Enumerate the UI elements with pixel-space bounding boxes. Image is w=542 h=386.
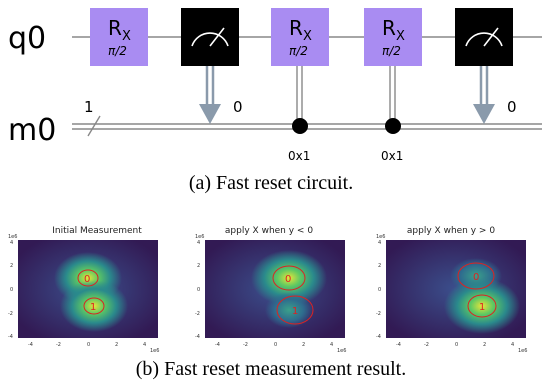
svg-text:1e6: 1e6 xyxy=(150,348,159,354)
measure-arrow-2 xyxy=(473,104,495,124)
svg-text:X: X xyxy=(303,29,312,44)
svg-text:1e6: 1e6 xyxy=(337,348,346,354)
rx-gate-2: R X π/2 xyxy=(271,8,329,66)
svg-text:2: 2 xyxy=(10,263,13,269)
circuit-diagram: 1 q0 m0 R X π/2 0 R X π/2 0x1 R X π/2 0x… xyxy=(8,8,542,163)
svg-text:-2: -2 xyxy=(8,311,13,317)
rx-gate-1: R X π/2 xyxy=(90,8,148,66)
panel-2: 0 1 1e6 1e6 4 2 0 -2 -4 -4 -2 0 2 4 xyxy=(195,234,346,354)
svg-text:2: 2 xyxy=(115,342,118,348)
svg-text:π/2: π/2 xyxy=(382,44,401,58)
svg-text:4: 4 xyxy=(143,342,146,348)
svg-text:4: 4 xyxy=(197,240,200,246)
svg-text:-4: -4 xyxy=(28,342,33,348)
svg-text:-2: -2 xyxy=(243,342,248,348)
svg-text:π/2: π/2 xyxy=(108,44,127,58)
svg-text:R: R xyxy=(382,16,396,40)
rx-gate-3: R X π/2 xyxy=(364,8,422,66)
condition-1: 0x1 xyxy=(288,149,310,163)
svg-text:0: 0 xyxy=(87,342,90,348)
control-dot-2 xyxy=(385,118,401,134)
svg-text:0: 0 xyxy=(10,287,13,293)
panel-2-title: apply X when y < 0 xyxy=(224,226,314,236)
measure-gate-1 xyxy=(181,8,239,66)
svg-text:4: 4 xyxy=(511,342,514,348)
svg-text:-4: -4 xyxy=(215,342,220,348)
svg-text:-4: -4 xyxy=(8,334,13,340)
panel-1-title: Initial Measurement xyxy=(52,226,142,236)
svg-text:2: 2 xyxy=(197,263,200,269)
svg-text:1e6: 1e6 xyxy=(8,234,17,240)
measure-bit-2: 0 xyxy=(507,98,517,116)
measure-gate-2 xyxy=(455,8,513,66)
condition-2: 0x1 xyxy=(381,149,403,163)
svg-text:-4: -4 xyxy=(396,342,401,348)
svg-text:X: X xyxy=(122,29,131,44)
bus-slash xyxy=(87,115,101,137)
svg-text:-4: -4 xyxy=(376,334,381,340)
svg-text:-2: -2 xyxy=(424,342,429,348)
svg-text:1e6: 1e6 xyxy=(195,234,204,240)
caption-b: (b) Fast reset measurement result. xyxy=(135,358,407,380)
svg-text:-2: -2 xyxy=(195,311,200,317)
svg-text:2: 2 xyxy=(378,263,381,269)
qubit-label: q0 xyxy=(8,21,46,56)
svg-text:2: 2 xyxy=(483,342,486,348)
svg-text:1e6: 1e6 xyxy=(518,348,527,354)
cluster-label-0: 0 xyxy=(84,274,90,285)
meter-icon xyxy=(465,32,503,47)
svg-text:4: 4 xyxy=(10,240,13,246)
svg-text:0: 0 xyxy=(455,342,458,348)
cluster-label-0: 0 xyxy=(285,274,291,285)
svg-text:4: 4 xyxy=(330,342,333,348)
cluster-label-1: 1 xyxy=(292,306,298,317)
svg-text:-2: -2 xyxy=(376,311,381,317)
panel-1: 0 1 1e6 1e6 4 2 0 -2 -4 -4 -2 0 2 4 xyxy=(8,234,159,354)
svg-text:R: R xyxy=(289,16,303,40)
measure-arrow-1 xyxy=(199,104,221,124)
svg-text:4: 4 xyxy=(378,240,381,246)
svg-text:R: R xyxy=(108,16,122,40)
svg-text:2: 2 xyxy=(302,342,305,348)
bus-width-label: 1 xyxy=(84,98,94,116)
svg-text:1e6: 1e6 xyxy=(376,234,385,240)
cluster-label-0: 0 xyxy=(473,272,479,283)
measurement-panels: 0 1 1e6 1e6 4 2 0 -2 -4 -4 -2 0 2 4 0 1 … xyxy=(8,234,527,354)
classical-label: m0 xyxy=(8,113,56,148)
svg-text:-4: -4 xyxy=(195,334,200,340)
caption-a: (a) Fast reset circuit. xyxy=(188,172,354,194)
cluster-label-1: 1 xyxy=(90,302,96,313)
panel-3-title: apply X when y > 0 xyxy=(406,226,496,236)
cluster-label-1: 1 xyxy=(479,302,485,313)
svg-text:-2: -2 xyxy=(56,342,61,348)
meter-icon xyxy=(191,32,229,47)
svg-text:0: 0 xyxy=(197,287,200,293)
svg-text:0: 0 xyxy=(378,287,381,293)
panel-3: 0 1 1e6 1e6 4 2 0 -2 -4 -4 -2 0 2 4 xyxy=(376,234,527,354)
measure-bit-1: 0 xyxy=(233,98,243,116)
control-dot-1 xyxy=(292,118,308,134)
svg-text:X: X xyxy=(396,29,405,44)
svg-text:0: 0 xyxy=(274,342,277,348)
svg-text:π/2: π/2 xyxy=(289,44,308,58)
